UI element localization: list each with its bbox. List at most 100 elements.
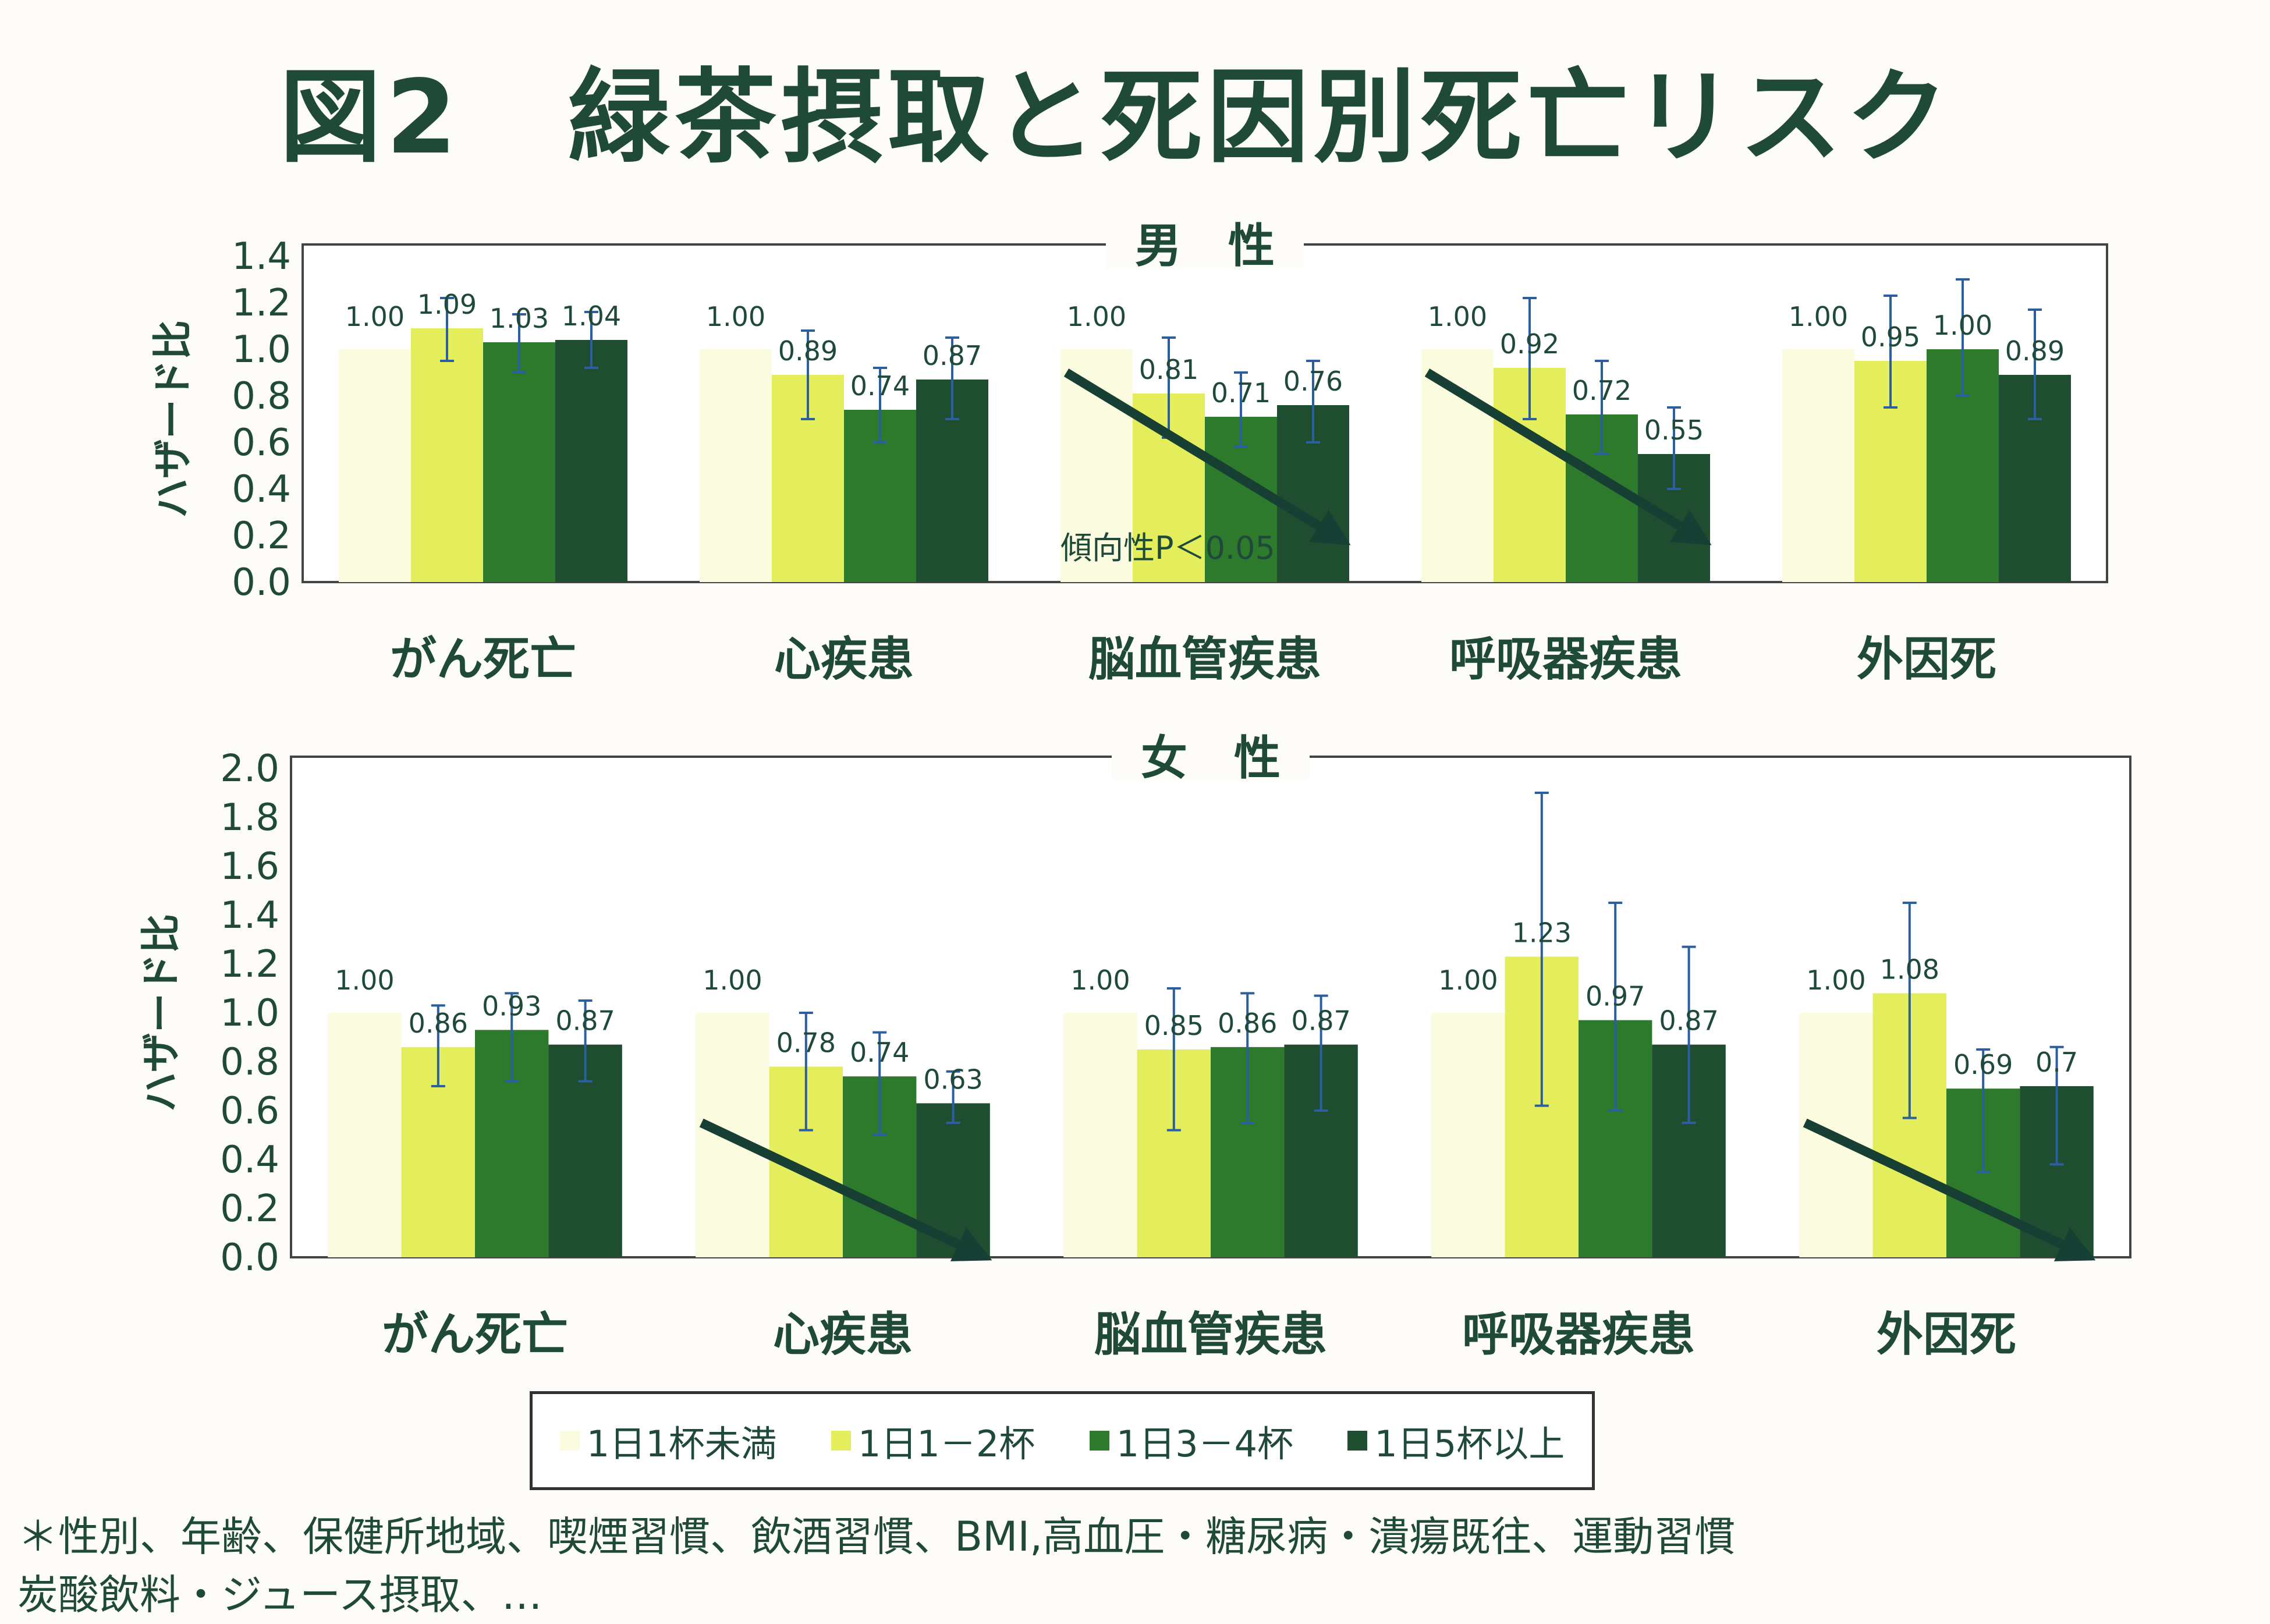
category-label: 外因死: [1877, 1307, 2016, 1361]
bar: [483, 342, 555, 582]
bar: [411, 328, 483, 582]
data-label: 0.63: [923, 1063, 983, 1095]
data-label: 1.08: [1880, 953, 1939, 985]
legend-item: 1日5杯以上: [1347, 1414, 1565, 1467]
data-label: 1.04: [562, 300, 621, 332]
data-label: 1.00: [1789, 301, 1848, 332]
category-label: 呼吸器疾患: [1462, 1307, 1695, 1361]
bar: [339, 349, 411, 582]
data-label: 0.87: [1659, 1005, 1718, 1037]
footnote: ＊性別、年齢、保健所地域、喫煙習慣、飲酒習慣、BMI,高血圧・糖尿病・潰瘍既往、…: [17, 1508, 1735, 1624]
figure-title: 図2 緑茶摂取と死因別死亡リスク: [279, 59, 1953, 177]
y-tick-label: 0.2: [232, 515, 291, 558]
data-label: 0.86: [409, 1008, 468, 1039]
data-label: 0.87: [1291, 1005, 1350, 1037]
data-label: 1.03: [490, 303, 549, 334]
category-label: 心疾患: [773, 1307, 913, 1361]
category-label: 脳血管疾患: [1094, 1307, 1327, 1361]
data-label: 1.09: [417, 289, 477, 320]
title-bg: [1112, 733, 1310, 780]
bar: [700, 349, 772, 582]
footnote-line: ＊性別、年齢、保健所地域、喫煙習慣、飲酒習慣、BMI,高血圧・糖尿病・潰瘍既往、…: [17, 1513, 1736, 1561]
chart-title: 女 性: [1141, 733, 1281, 785]
legend-item: 1日3－4杯: [1089, 1414, 1294, 1467]
y-tick-label: 0.4: [220, 1139, 279, 1182]
trend-arrow: [699, 1118, 992, 1261]
bar: [1431, 1013, 1505, 1257]
data-label: 0.76: [1283, 366, 1343, 397]
y-tick-label: 1.0: [220, 992, 279, 1035]
data-label: 0.71: [1211, 377, 1271, 409]
data-label: 1.00: [1806, 965, 1865, 996]
y-tick-label: 1.6: [220, 845, 279, 888]
title-bg: [1106, 221, 1304, 268]
category-label: がん死亡: [390, 632, 576, 686]
footnote-line: 炭酸飲料・ジュース摂取、…: [17, 1571, 542, 1619]
data-label: 0.87: [555, 1005, 615, 1037]
data-label: 0.72: [1572, 375, 1631, 406]
data-label: 0.97: [1586, 981, 1645, 1012]
trend-arrow: [1063, 368, 1351, 545]
legend-label: 1日1杯未満: [586, 1423, 777, 1465]
data-label: 0.92: [1500, 328, 1559, 360]
y-tick-label: 0.0: [220, 1236, 279, 1279]
data-label: 1.00: [1428, 301, 1487, 332]
category-label: 外因死: [1857, 632, 1996, 686]
y-tick-label: 0.4: [232, 468, 291, 511]
trend-annotation: 傾向性P＜0.05: [1060, 530, 1275, 566]
y-tick-label: 0.8: [232, 375, 291, 418]
data-label: 0.93: [482, 990, 541, 1022]
category-label: 脳血管疾患: [1088, 632, 1321, 686]
y-axis-label: ハザード比: [139, 914, 185, 1112]
legend-label: 1日1－2杯: [857, 1423, 1035, 1465]
data-label: 1.00: [703, 965, 762, 996]
bar: [555, 340, 627, 582]
category-label: 呼吸器疾患: [1449, 632, 1682, 686]
legend-swatch: [1347, 1431, 1368, 1451]
data-label: 0.85: [1144, 1010, 1204, 1041]
bar: [1421, 349, 1494, 582]
data-label: 1.00: [1070, 965, 1130, 996]
chart-men: 男 性 0.00.20.40.60.81.01.21.4 ハザード比 1.00 1.09…: [150, 221, 2108, 686]
data-label: 0.81: [1139, 354, 1198, 385]
data-label: 0.78: [776, 1027, 836, 1058]
category-label: がん死亡: [382, 1307, 568, 1361]
category-label: 心疾患: [774, 632, 914, 686]
legend-item: 1日1－2杯: [831, 1414, 1035, 1467]
data-label: 0.74: [850, 370, 910, 402]
y-tick-label: 2.0: [220, 747, 279, 790]
legend-swatch: [1089, 1431, 1109, 1451]
legend-swatch: [559, 1431, 580, 1451]
trend-arrow: [1803, 1118, 2096, 1261]
y-tick-label: 0.0: [232, 561, 291, 604]
data-label: 0.95: [1861, 321, 1920, 353]
data-label: 0.89: [778, 335, 838, 367]
legend: 1日1杯未満 1日1－2杯 1日3－4杯 1日5杯以上: [530, 1391, 1595, 1490]
data-label: 0.7: [2035, 1047, 2078, 1078]
y-tick-label: 1.8: [220, 796, 279, 839]
y-tick-label: 0.6: [232, 421, 291, 464]
chart-title: 男 性: [1135, 221, 1275, 273]
legend-item: 1日1杯未満: [559, 1414, 777, 1467]
bar: [1782, 349, 1854, 582]
y-tick-label: 0.2: [220, 1187, 279, 1231]
data-label: 0.55: [1644, 414, 1704, 446]
data-label: 1.23: [1512, 917, 1572, 948]
data-label: 0.89: [2005, 335, 2065, 367]
y-tick-label: 1.4: [220, 894, 279, 937]
legend-label: 1日5杯以上: [1374, 1423, 1565, 1465]
data-label: 1.00: [1438, 965, 1498, 996]
data-label: 1.00: [345, 301, 405, 332]
chart-women: 女 性 0.0 0.2 0.4 0.6 0.8 1.0 1.2 1.4 1.6 1.8 2.0 ハザード…: [139, 733, 2131, 1361]
bar: [1063, 1013, 1137, 1257]
bar: [328, 1013, 402, 1257]
data-label: 0.69: [1953, 1049, 2013, 1080]
y-tick-label: 1.0: [232, 328, 291, 371]
data-label: 0.87: [923, 340, 982, 371]
y-axis-label: ハザード比: [150, 320, 196, 518]
data-label: 0.86: [1218, 1008, 1277, 1039]
legend-label: 1日3－4杯: [1116, 1423, 1294, 1465]
y-tick-label: 0.6: [220, 1090, 279, 1133]
data-label: 1.00: [1933, 310, 1992, 341]
y-tick-label: 1.2: [232, 282, 291, 325]
